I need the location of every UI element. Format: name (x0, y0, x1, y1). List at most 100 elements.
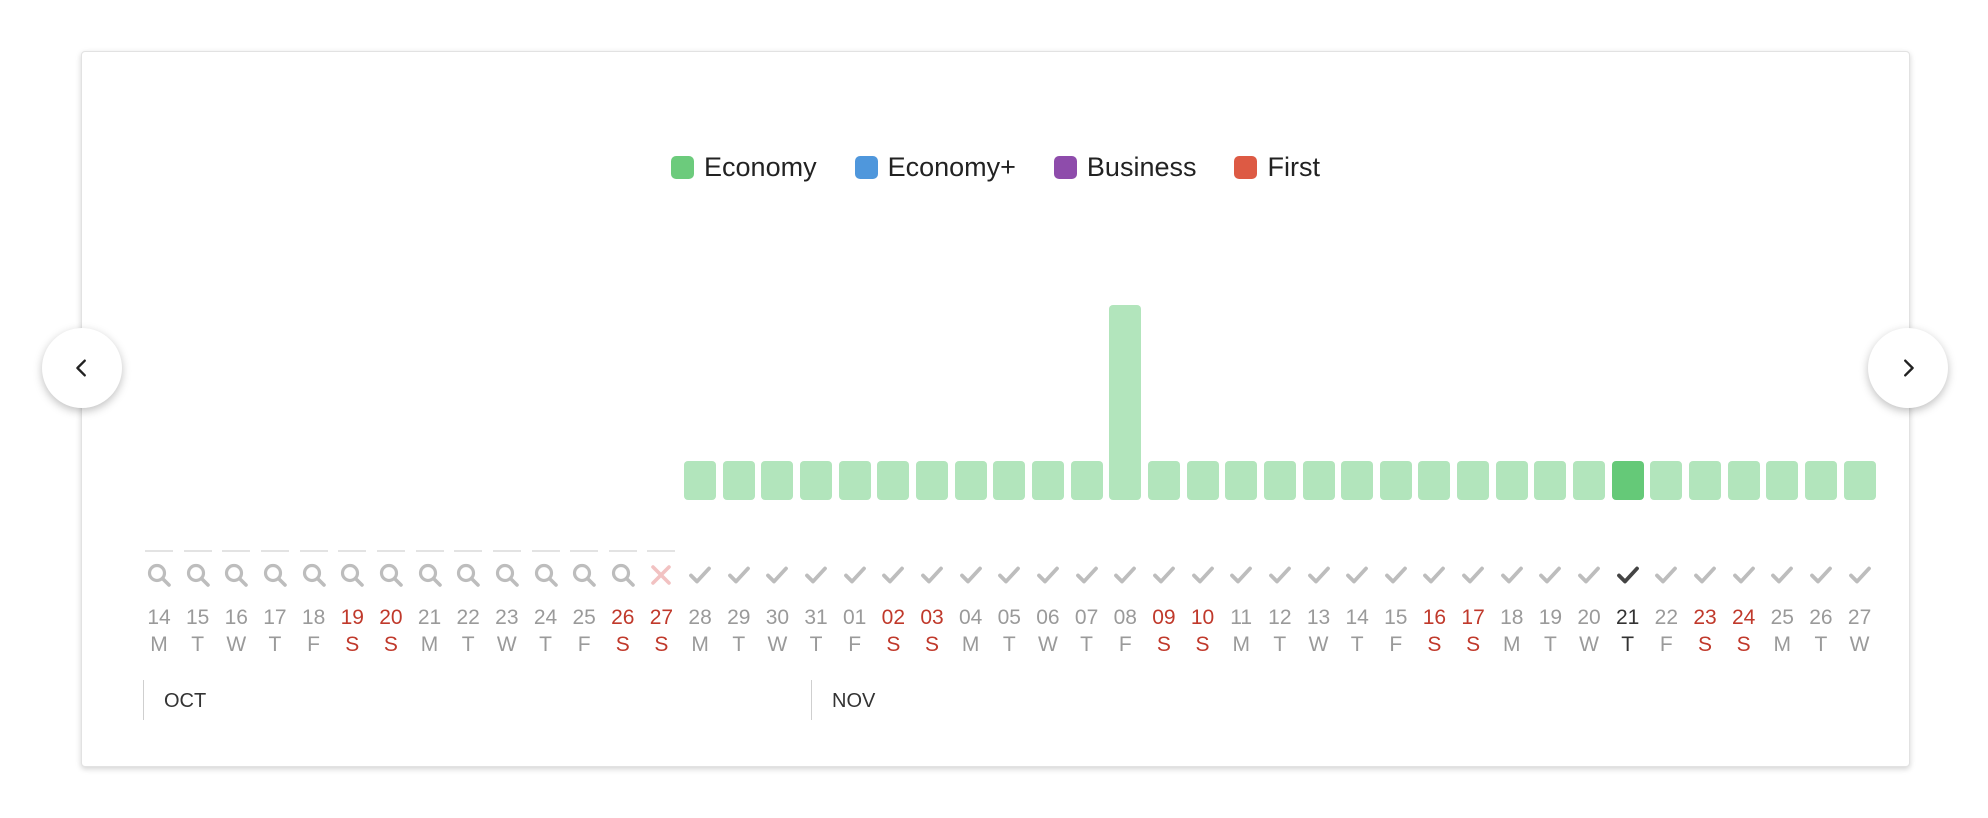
legend-item-economy-plus[interactable]: Economy+ (854, 152, 1016, 183)
price-bar[interactable] (916, 461, 948, 500)
price-bar[interactable] (684, 461, 717, 500)
check-icon[interactable] (1460, 562, 1486, 588)
search-icon[interactable] (494, 562, 520, 588)
legend-item-business[interactable]: Business (1053, 152, 1197, 183)
check-icon[interactable] (1383, 562, 1409, 588)
price-bar[interactable] (838, 461, 871, 500)
day-of-week: T (461, 633, 475, 656)
check-icon[interactable] (764, 562, 790, 588)
search-icon[interactable] (301, 562, 327, 588)
check-icon[interactable] (1769, 562, 1795, 588)
day-of-week: W (1308, 633, 1329, 656)
next-button[interactable] (1868, 328, 1948, 408)
price-bar[interactable] (1843, 461, 1876, 500)
price-bar[interactable] (1263, 461, 1296, 500)
check-icon[interactable] (1074, 562, 1100, 588)
price-bar[interactable] (1070, 461, 1103, 500)
check-icon[interactable] (1421, 562, 1447, 588)
day-of-week: S (1466, 633, 1481, 656)
search-icon[interactable] (378, 562, 404, 588)
day-number: 29 (727, 606, 751, 629)
check-icon[interactable] (842, 562, 868, 588)
day-of-week: T (1814, 633, 1828, 656)
price-bar[interactable] (1186, 461, 1219, 500)
check-icon[interactable] (1499, 562, 1525, 588)
check-icon[interactable] (1692, 562, 1718, 588)
price-bar[interactable] (761, 461, 794, 500)
check-icon[interactable] (1808, 562, 1834, 588)
price-bar[interactable] (1302, 461, 1335, 500)
day-of-week: F (1659, 633, 1673, 656)
price-bar[interactable] (1418, 461, 1451, 500)
calendar-card: Economy Economy+ Business First 14 M 15 T 16… (81, 51, 1910, 767)
check-icon[interactable] (1306, 562, 1332, 588)
day-of-week: S (886, 633, 901, 656)
month-label-oct: OCT (143, 680, 206, 720)
price-bar[interactable] (1457, 461, 1490, 500)
check-icon[interactable] (687, 562, 713, 588)
price-bar[interactable] (1650, 461, 1683, 500)
price-bar[interactable] (1147, 461, 1180, 500)
check-icon[interactable] (1267, 562, 1293, 588)
check-icon[interactable] (726, 562, 752, 588)
check-icon[interactable] (1151, 562, 1177, 588)
day-number: 31 (804, 606, 828, 629)
check-icon[interactable] (1847, 562, 1873, 588)
chevron-right-icon (1904, 359, 1914, 377)
check-icon[interactable] (1344, 562, 1370, 588)
price-bar[interactable] (1495, 461, 1528, 500)
price-bar[interactable] (800, 461, 833, 500)
price-bar[interactable] (1573, 461, 1606, 500)
check-icon[interactable] (1653, 562, 1679, 588)
price-bar[interactable] (1225, 461, 1258, 500)
check-icon[interactable] (1228, 562, 1254, 588)
price-bar[interactable] (1689, 461, 1721, 500)
search-icon[interactable] (185, 562, 211, 588)
day-of-week: W (767, 633, 788, 656)
day-number: 04 (958, 606, 983, 629)
check-icon[interactable] (1035, 562, 1061, 588)
search-icon[interactable] (455, 562, 481, 588)
search-icon[interactable] (262, 562, 288, 588)
price-bar[interactable] (1341, 461, 1374, 500)
search-icon[interactable] (146, 562, 172, 588)
day-of-week: S (383, 633, 398, 656)
day-number: 09 (1152, 606, 1176, 629)
check-icon[interactable] (1576, 562, 1602, 588)
price-bar[interactable] (1766, 461, 1799, 500)
legend-item-first[interactable]: First (1234, 152, 1320, 183)
empty-day-line (260, 550, 289, 552)
search-icon[interactable] (339, 562, 365, 588)
price-bar[interactable] (877, 461, 910, 500)
legend-label-business: Business (1086, 152, 1197, 182)
search-icon[interactable] (571, 562, 597, 588)
search-icon[interactable] (533, 562, 559, 588)
price-bar[interactable] (1379, 461, 1412, 500)
check-icon[interactable] (958, 562, 984, 588)
price-bar[interactable] (1534, 461, 1567, 500)
check-icon[interactable] (996, 562, 1022, 588)
prev-button[interactable] (42, 328, 122, 408)
check-icon[interactable] (803, 562, 829, 588)
check-icon[interactable] (1112, 562, 1138, 588)
check-icon[interactable] (1731, 562, 1757, 588)
legend-item-economy[interactable]: Economy (671, 152, 817, 183)
search-icon[interactable] (417, 562, 443, 588)
price-bar[interactable] (1727, 461, 1760, 500)
day-of-week: T (732, 633, 746, 656)
price-bar[interactable] (954, 461, 987, 500)
unavailable-icon[interactable] (648, 562, 674, 588)
price-bar[interactable] (1109, 305, 1142, 500)
price-bar[interactable] (1804, 461, 1837, 500)
price-bar[interactable] (1611, 461, 1644, 500)
search-icon[interactable] (223, 562, 249, 588)
check-icon[interactable] (1537, 562, 1563, 588)
price-bar[interactable] (722, 461, 755, 500)
check-icon[interactable] (1190, 562, 1216, 588)
check-icon[interactable] (880, 562, 906, 588)
search-icon[interactable] (610, 562, 636, 588)
price-bar[interactable] (993, 461, 1026, 500)
check-icon[interactable] (919, 562, 945, 588)
check-icon[interactable] (1615, 562, 1641, 588)
price-bar[interactable] (1031, 461, 1064, 500)
